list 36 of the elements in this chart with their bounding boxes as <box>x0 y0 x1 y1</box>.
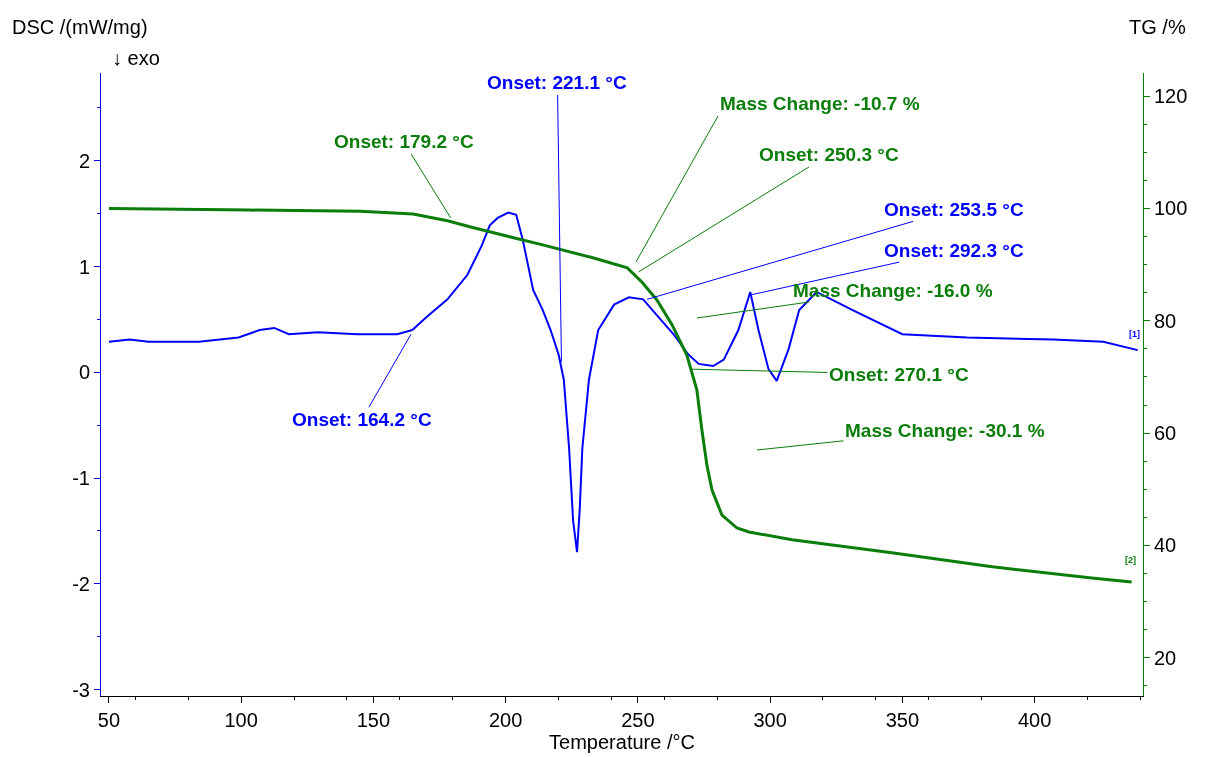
y2-tick-label: 120 <box>1154 85 1188 108</box>
x-tick-label: 200 <box>488 709 523 731</box>
x-tick-label: 100 <box>224 709 258 731</box>
x-tick-label: 250 <box>621 709 655 731</box>
y2-tick-label: 40 <box>1154 534 1177 557</box>
annotation: Onset: 250.3 °C <box>759 144 899 165</box>
y-tick-label: 2 <box>78 149 90 172</box>
annotation: [2] <box>1125 555 1136 565</box>
annotation: [1] <box>1129 329 1140 339</box>
annotation: Mass Change: -10.7 % <box>720 93 920 114</box>
annotation: Mass Change: -30.1 % <box>845 420 1045 441</box>
annotation: Onset: 253.5 °C <box>884 199 1024 220</box>
y-tick-label: -2 <box>72 572 90 595</box>
y-axis-title: DSC /(mW/mg) <box>12 16 148 38</box>
y2-tick-label: 20 <box>1154 646 1177 669</box>
annotation: Onset: 270.1 °C <box>829 364 969 385</box>
y2-tick-label: 60 <box>1154 422 1177 445</box>
y2-tick-label: 100 <box>1154 197 1188 220</box>
x-tick-label: 50 <box>97 709 121 731</box>
y-tick-label: 1 <box>78 255 90 278</box>
y2-axis-title: TG /% <box>1129 16 1186 38</box>
x-tick-label: 350 <box>885 709 920 731</box>
y2-tick-label: 80 <box>1154 309 1177 332</box>
x-axis-title: Temperature /°C <box>549 731 695 753</box>
annotation: Mass Change: -16.0 % <box>793 280 993 301</box>
y-tick-label: 0 <box>78 361 90 384</box>
annotation: Onset: 164.2 °C <box>292 409 432 430</box>
y-tick-label: -3 <box>72 678 90 701</box>
y-tick-label: -1 <box>72 467 90 490</box>
annotation: Onset: 179.2 °C <box>334 131 474 152</box>
x-tick-label: 150 <box>356 709 391 731</box>
text: ↓ exo <box>112 47 160 69</box>
annotation: Onset: 292.3 °C <box>884 240 1024 261</box>
x-tick-label: 300 <box>753 709 787 731</box>
annotation: Onset: 221.1 °C <box>487 72 627 93</box>
x-tick-label: 400 <box>1017 709 1052 731</box>
